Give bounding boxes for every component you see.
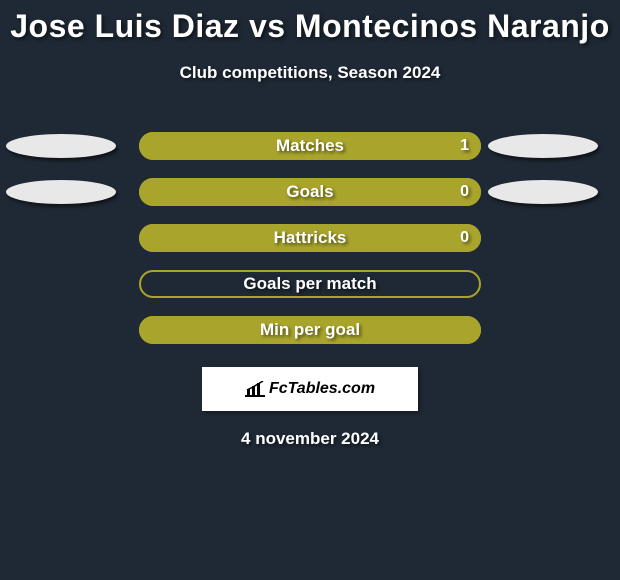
stat-value: 1: [460, 132, 469, 160]
page-title: Jose Luis Diaz vs Montecinos Naranjo: [0, 0, 620, 45]
stat-bar: Goals0: [139, 178, 481, 206]
stat-bar: Matches1: [139, 132, 481, 160]
stat-row: Min per goal: [0, 307, 620, 353]
player-right-marker: [488, 134, 598, 158]
stat-bar: Goals per match: [139, 270, 481, 298]
chart-icon: [245, 381, 265, 397]
stat-label: Goals per match: [139, 270, 481, 298]
stat-row: Goals per match: [0, 261, 620, 307]
stat-label: Goals: [139, 178, 481, 206]
date-text: 4 november 2024: [0, 429, 620, 449]
subtitle: Club competitions, Season 2024: [0, 63, 620, 83]
stat-label: Min per goal: [139, 316, 481, 344]
stat-value: 0: [460, 178, 469, 206]
stat-row: Matches1: [0, 123, 620, 169]
stats-container: Matches1Goals0Hattricks0Goals per matchM…: [0, 123, 620, 353]
stat-value: 0: [460, 224, 469, 252]
source-badge-content: FcTables.com: [245, 380, 375, 398]
player-right-marker: [488, 180, 598, 204]
stat-row: Hattricks0: [0, 215, 620, 261]
stat-label: Hattricks: [139, 224, 481, 252]
stat-row: Goals0: [0, 169, 620, 215]
stat-bar: Min per goal: [139, 316, 481, 344]
source-badge-text: FcTables.com: [269, 380, 375, 398]
stat-label: Matches: [139, 132, 481, 160]
source-badge: FcTables.com: [202, 367, 418, 411]
player-left-marker: [6, 180, 116, 204]
player-left-marker: [6, 134, 116, 158]
stat-bar: Hattricks0: [139, 224, 481, 252]
